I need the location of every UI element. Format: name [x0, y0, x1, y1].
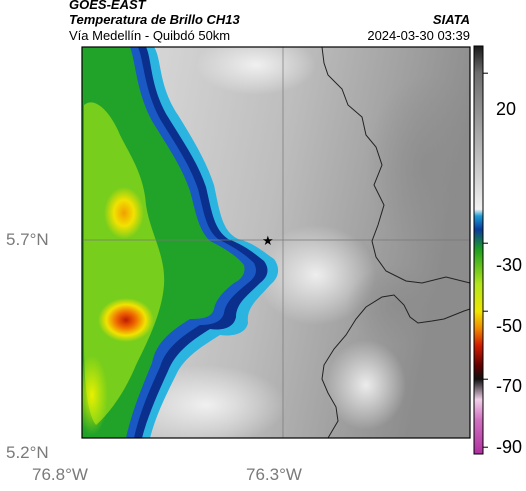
- colorbar-tick-label: -90: [496, 437, 523, 457]
- colorbar-tick-label: 20: [496, 99, 517, 119]
- product-title: Temperatura de Brillo CH13: [69, 12, 240, 27]
- region-label: Vía Medellín - Quibdó 50km: [69, 28, 231, 43]
- lat-tick-label: 5.7°N: [6, 230, 49, 249]
- map-frame: [81, 46, 471, 439]
- colorbar-tick-label: -70: [496, 376, 523, 396]
- municipal-boundary: [321, 294, 471, 439]
- department-boundary: [321, 46, 471, 284]
- lon-tick-label: 76.8°W: [32, 465, 88, 484]
- cloud-yellow-edge: [82, 355, 108, 435]
- source-label: SIATA: [432, 12, 470, 27]
- satellite-map: ★: [81, 46, 471, 439]
- datetime-label: 2024-03-30 03:39: [367, 28, 470, 43]
- colorbar-ramp: [473, 45, 484, 455]
- convective-cell-north: [104, 187, 144, 239]
- lon-tick-label: 76.3°W: [246, 465, 302, 484]
- lat-tick-label: 5.2°N: [6, 443, 49, 462]
- cloud-core-lightgreen: [84, 102, 165, 425]
- colorbar-tick-label: -50: [496, 316, 523, 336]
- convective-cell-south: [98, 298, 154, 342]
- temperature-colorbar: [473, 45, 488, 455]
- satellite-name: GOES-EAST: [69, 0, 146, 12]
- station-star-icon: ★: [262, 234, 274, 249]
- colorbar-tick-label: -30: [496, 255, 523, 275]
